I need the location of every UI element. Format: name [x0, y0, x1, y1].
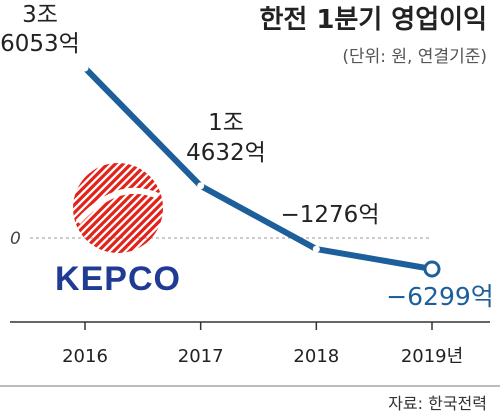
data-label-value: −1276억: [281, 202, 380, 228]
data-point: [423, 260, 441, 278]
x-tick-label: 2019년: [401, 346, 463, 367]
x-tick-label: 2016: [62, 346, 108, 367]
data-label-value: 6053억: [0, 31, 80, 57]
chart-subtitle: (단위: 원, 연결기준): [342, 47, 487, 67]
logo-stripe: [73, 163, 154, 253]
x-ticks: 2016 2017 2018 2019년: [62, 322, 463, 367]
logo-stripe: [73, 163, 141, 253]
data-label-line1: 1조: [208, 110, 244, 136]
data-label-line1: 3조: [22, 2, 58, 28]
logo-stripe: [73, 163, 163, 253]
logo-stripe: [73, 163, 147, 253]
zero-label: 0: [10, 229, 21, 249]
source-text: 자료: 한국전력: [388, 394, 487, 413]
logo-stripe: [73, 163, 163, 253]
logo-stripe: [82, 163, 163, 253]
logo-arc: [75, 187, 160, 225]
data-point: [312, 245, 320, 253]
data-label-value: 4632억: [186, 140, 266, 166]
logo-stripe: [73, 163, 163, 253]
logo-stripe: [95, 163, 163, 253]
logo-stripe: [89, 163, 163, 253]
chart-title: 한전 1분기 영업이익: [259, 5, 487, 35]
x-tick-label: 2018: [293, 346, 339, 367]
logo-stripe: [73, 163, 163, 253]
data-points: [81, 64, 441, 278]
data-point: [81, 64, 89, 72]
data-point: [197, 182, 205, 190]
data-labels: 3조 6053억 1조 4632억 −1276억 −6299억: [0, 2, 494, 311]
data-label-value: −6299억: [386, 282, 494, 311]
x-tick-label: 2017: [178, 346, 224, 367]
logo-text: KEPCO: [55, 260, 181, 298]
series-line: [82, 65, 435, 272]
